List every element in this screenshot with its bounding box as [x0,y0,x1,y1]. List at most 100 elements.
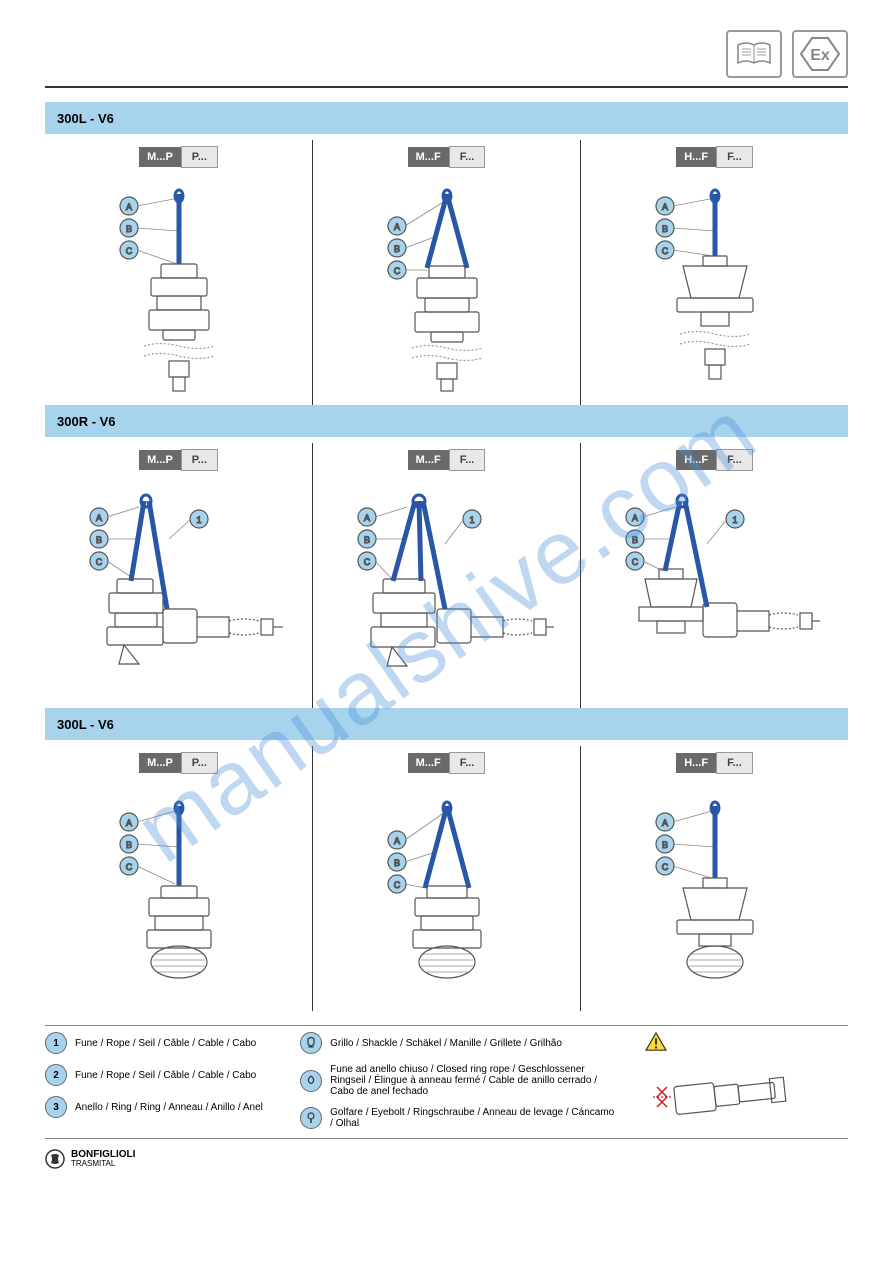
svg-text:A: A [393,836,399,846]
tag-light: F... [716,449,753,471]
svg-text:C: C [393,266,400,276]
legend-col-2: Grillo / Shackle / Schäkel / Manille / G… [300,1032,615,1132]
tag-dark: H...F [676,753,716,773]
tag-light: F... [449,752,486,774]
cell: M...P P... A B C [45,140,313,405]
config-tag: M...F F... [408,146,486,168]
svg-text:C: C [393,880,400,890]
svg-text:B: B [661,840,667,850]
bubble-C [300,1107,322,1129]
legend-item: 1 Fune / Rope / Seil / Câble / Cable / C… [45,1032,270,1054]
lifting-diagram: A B C [313,176,580,405]
header: Ex [45,30,848,78]
tag-dark: H...F [676,147,716,167]
legend-text: Grillo / Shackle / Schäkel / Manille / G… [330,1038,562,1049]
config-tag: M...F F... [408,752,486,774]
lifting-diagram: A B C [45,176,312,405]
svg-text:A: A [95,513,101,523]
svg-text:B: B [363,535,369,545]
svg-text:B: B [661,224,667,234]
row-2: M...P P... A B C 1 [45,443,848,708]
lifting-diagram: A B C 1 [313,479,580,708]
section-bar-1: 300L - V6 [45,102,848,134]
svg-text:A: A [661,818,667,828]
svg-text:C: C [125,246,132,256]
legend-text: Fune / Rope / Seil / Câble / Cable / Cab… [75,1070,256,1081]
svg-text:A: A [363,513,369,523]
lifting-diagram: A B C [581,176,848,405]
bubble-A [300,1032,322,1054]
svg-text:C: C [661,862,668,872]
brand-bottom: TRASMITAL [71,1160,135,1168]
legend-text: Fune / Rope / Seil / Câble / Cable / Cab… [75,1038,256,1049]
bubble-3: 3 [45,1096,67,1118]
svg-text:1: 1 [469,515,474,525]
bubble-B [300,1070,322,1092]
tag-dark: M...P [139,147,181,167]
tilt-warning-diagram [645,1062,795,1132]
legend-item: Grillo / Shackle / Schäkel / Manille / G… [300,1032,615,1054]
section-title: 300L - V6 [57,717,114,732]
lifting-diagram: A B C 1 [581,479,848,708]
tag-light: F... [449,449,486,471]
svg-text:A: A [125,818,131,828]
legend-text: Fune ad anello chiuso / Closed ring rope… [330,1064,615,1097]
row-1: M...P P... A B C [45,140,848,405]
page-container: Ex 300L - V6 M...P P... A B C [0,0,893,1189]
cell: H...F F... A B C [581,746,848,1011]
tag-light: F... [449,146,486,168]
svg-text:B: B [393,858,399,868]
book-icon [726,30,782,78]
section-title: 300R - V6 [57,414,116,429]
section-bar-2: 300R - V6 [45,405,848,437]
config-tag: M...P P... [139,449,218,471]
svg-text:C: C [631,557,638,567]
lifting-diagram: A B C 1 [45,479,312,708]
svg-text:A: A [393,222,399,232]
config-tag: H...F F... [676,752,753,774]
tag-light: P... [181,752,218,774]
tag-light: P... [181,146,218,168]
cell: M...P P... A B C [45,746,313,1011]
tag-dark: M...F [408,450,449,470]
header-rule [45,86,848,88]
legend-col-1: 1 Fune / Rope / Seil / Câble / Cable / C… [45,1032,270,1132]
config-tag: M...P P... [139,146,218,168]
svg-text:C: C [661,246,668,256]
bubble-2: 2 [45,1064,67,1086]
tag-light: F... [716,752,753,774]
brand-logo-icon [45,1149,65,1169]
svg-text:1: 1 [732,515,737,525]
svg-text:B: B [125,224,131,234]
config-tag: M...P P... [139,752,218,774]
tag-dark: M...F [408,147,449,167]
cell: H...F F... A B C 1 [581,443,848,708]
config-tag: M...F F... [408,449,486,471]
tag-dark: M...F [408,753,449,773]
legend: 1 Fune / Rope / Seil / Câble / Cable / C… [45,1025,848,1139]
legend-col-3 [645,1032,848,1132]
legend-item: 3 Anello / Ring / Ring / Anneau / Anillo… [45,1096,270,1118]
legend-text: Anello / Ring / Ring / Anneau / Anillo /… [75,1102,263,1113]
svg-text:A: A [631,513,637,523]
config-tag: H...F F... [676,449,753,471]
svg-text:B: B [95,535,101,545]
svg-text:C: C [125,862,132,872]
section-bar-3: 300L - V6 [45,708,848,740]
svg-text:A: A [125,202,131,212]
legend-item: Golfare / Eyebolt / Ringschraube / Annea… [300,1107,615,1129]
ex-icon: Ex [792,30,848,78]
svg-text:B: B [631,535,637,545]
tag-dark: H...F [676,450,716,470]
lifting-diagram: A B C [45,782,312,1011]
lifting-diagram: A B C [313,782,580,1011]
svg-text:B: B [125,840,131,850]
tag-dark: M...P [139,450,181,470]
tag-light: F... [716,146,753,168]
svg-text:B: B [393,244,399,254]
svg-text:C: C [95,557,102,567]
svg-text:A: A [661,202,667,212]
brand-text: BONFIGLIOLI TRASMITAL [71,1150,135,1168]
footer: BONFIGLIOLI TRASMITAL [45,1149,848,1169]
legend-item: Fune ad anello chiuso / Closed ring rope… [300,1064,615,1097]
